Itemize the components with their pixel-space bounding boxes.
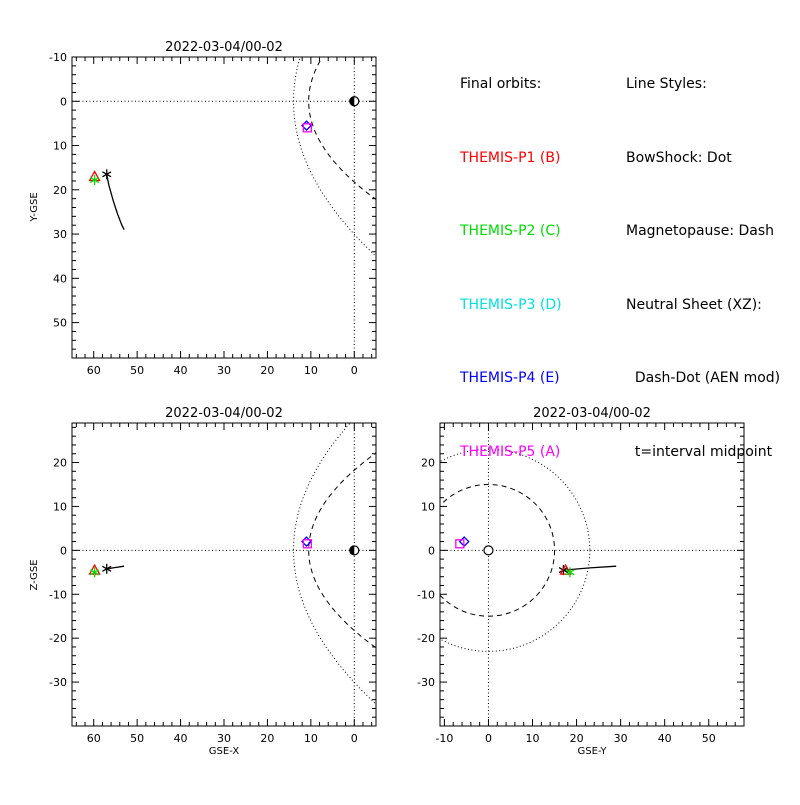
marker-4-square — [455, 539, 465, 549]
bow-shock-curve — [292, 57, 376, 257]
x-tick-label: 40 — [658, 732, 672, 745]
y-tick-label: 0 — [60, 544, 67, 557]
y-tick-label: 30 — [53, 228, 67, 241]
plot-frame-3 — [439, 422, 745, 727]
x-tick-label: 30 — [614, 732, 628, 745]
y-tick-label: -10 — [417, 588, 435, 601]
orbit-track-1 — [106, 174, 125, 230]
line-style-magnetopause: Magnetopause: Dash — [626, 223, 775, 239]
panel-3: -10 0 10 20 30 40 50 20 10 0 -10 -20 -30 2022-03-04/0… — [417, 406, 745, 757]
marker-2-asterisk — [89, 175, 100, 186]
y-axis-label: Z-GSE — [29, 559, 40, 590]
x-tick-label: 0 — [485, 732, 492, 745]
x-tick-label: 20 — [260, 364, 274, 377]
line-styles-legend: Line Styles: BowShock: Dot Magnetopause:… — [626, 23, 780, 513]
x-tick-label: 30 — [217, 364, 231, 377]
y-tick-label: -10 — [49, 588, 67, 601]
y-axis-label: Y-GSE — [29, 192, 40, 222]
plot-area-3 — [440, 423, 744, 726]
y-tick-label: 40 — [53, 272, 67, 285]
line-style-note: t=interval midpoint — [626, 443, 773, 460]
x-tick-label: 50 — [702, 732, 716, 745]
magnetopause-circle — [440, 483, 556, 617]
marker-4-square — [302, 539, 313, 549]
probe-legend-p2: THEMIS-P2 (C) — [460, 223, 561, 239]
earth-icon — [483, 545, 494, 556]
x-tick-label: 20 — [260, 732, 274, 745]
probe-legend-p1: THEMIS-P1 (B) — [460, 149, 561, 166]
probe-legend-p5: THEMIS-P5 (A) — [460, 443, 561, 460]
earth-icon — [349, 96, 360, 107]
y-tick-label: 50 — [53, 317, 67, 330]
x-tick-label: -10 — [435, 732, 453, 745]
x-tick-label: 10 — [304, 732, 318, 745]
plot-area-2 — [72, 423, 376, 726]
y-tick-label: -30 — [49, 676, 67, 689]
y-tick-label: 20 — [53, 457, 67, 470]
x-tick-label: 60 — [87, 732, 101, 745]
probe-legend-p3: THEMIS-P3 (D) — [460, 296, 562, 313]
y-tick-label: -30 — [417, 676, 435, 689]
plot-frame-1 — [71, 56, 377, 359]
line-style-bowshock: BowShock: Dot — [626, 149, 732, 166]
x-tick-label: 10 — [526, 732, 540, 745]
earth-icon — [349, 545, 360, 556]
marker-4-square — [302, 123, 313, 133]
plot-area-1 — [72, 57, 376, 358]
y-tick-label: 0 — [428, 544, 435, 557]
bow-shock-circle — [440, 448, 591, 652]
x-tick-label: 30 — [217, 732, 231, 745]
x-tick-label: 20 — [570, 732, 584, 745]
x-axis-label: GSE-Y — [578, 746, 608, 757]
y-tick-label: -20 — [49, 632, 67, 645]
panel-1: 60 50 40 30 20 10 0 -10 0 10 20 30 40 50 2022-03-04/00… — [29, 40, 377, 377]
y-tick-label: 0 — [60, 95, 67, 108]
marker-0-asterisk — [102, 563, 112, 574]
y-tick-label: 10 — [53, 140, 67, 153]
line-style-neutral-sheet: Neutral Sheet (XZ): — [626, 296, 762, 313]
marker-0-asterisk — [102, 169, 112, 180]
y-tick-label: 10 — [421, 500, 435, 513]
x-tick-label: 0 — [351, 732, 358, 745]
orbits-legend-title: Final orbits: — [460, 76, 542, 92]
marker-2-asterisk — [565, 567, 575, 578]
orbit-track-1 — [106, 565, 125, 570]
orbits-legend: Final orbits: THEMIS-P1 (B) THEMIS-P2 (C… — [460, 23, 562, 513]
y-tick-label: -10 — [49, 51, 67, 64]
plot-frame-2 — [71, 422, 377, 727]
x-tick-label: 40 — [174, 732, 188, 745]
panel-title: 2022-03-04/00-02 — [533, 406, 651, 421]
probe-legend-p4: THEMIS-P4 (E) — [460, 370, 560, 386]
panel-2: 60 50 40 30 20 10 0 20 10 0 -10 -20 -30 2022-03-04/00… — [29, 406, 377, 757]
orbit-track-1 — [563, 565, 617, 571]
x-tick-label: 50 — [130, 732, 144, 745]
x-tick-label: 40 — [174, 364, 188, 377]
line-styles-title: Line Styles: — [626, 76, 707, 92]
line-style-neutral-sheet-style: Dash-Dot (AEN mod) — [626, 370, 781, 386]
x-tick-label: 60 — [87, 364, 101, 377]
y-tick-label: 20 — [53, 184, 67, 197]
x-tick-label: 10 — [304, 364, 318, 377]
x-tick-label: 0 — [351, 364, 358, 377]
x-axis-label: GSE-X — [209, 746, 240, 757]
y-tick-label: 20 — [421, 457, 435, 470]
panel-title: 2022-03-04/00-02 — [165, 406, 283, 421]
x-tick-label: 50 — [130, 364, 144, 377]
panel-title: 2022-03-04/00-02 — [165, 40, 283, 55]
y-tick-label: 10 — [53, 500, 67, 513]
marker-2-asterisk — [89, 567, 100, 578]
y-tick-label: -20 — [417, 632, 435, 645]
